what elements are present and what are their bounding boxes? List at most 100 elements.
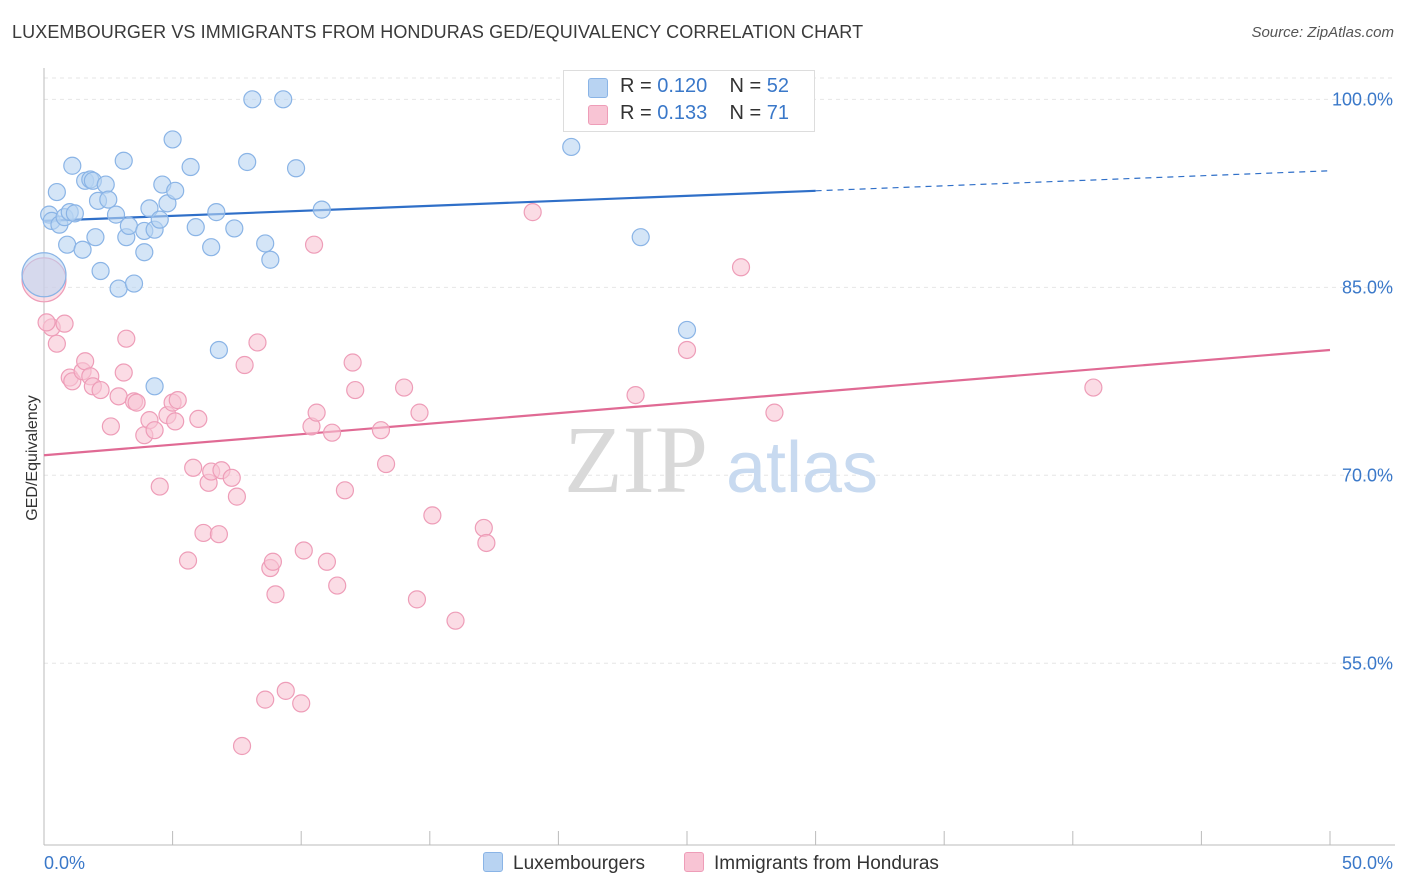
data-point-honduras xyxy=(294,541,313,560)
data-point-honduras xyxy=(407,590,427,609)
data-point-luxembourgers xyxy=(96,175,115,194)
data-point-luxembourgers xyxy=(119,216,138,236)
data-point-honduras xyxy=(178,551,198,570)
data-point-honduras xyxy=(477,533,496,553)
data-point-honduras xyxy=(256,690,275,709)
data-point-honduras xyxy=(248,333,267,352)
y-tick-label: 55.0% xyxy=(1342,653,1393,673)
data-point-honduras xyxy=(410,403,429,422)
legend-r-value-2: 0.133 xyxy=(657,102,708,124)
legend-r-label: R = xyxy=(620,102,652,124)
y-tick-label: 85.0% xyxy=(1342,277,1393,297)
data-point-honduras xyxy=(423,506,442,525)
series-honduras-points xyxy=(21,90,1103,756)
data-point-honduras xyxy=(235,355,254,375)
trend-line-dashed xyxy=(815,170,1331,192)
data-point-luxembourgers xyxy=(145,377,164,396)
data-point-honduras xyxy=(101,417,120,436)
data-point-honduras xyxy=(37,313,56,332)
data-point-honduras xyxy=(371,421,391,440)
data-point-luxembourgers xyxy=(225,219,244,238)
data-point-luxembourgers xyxy=(86,228,105,247)
trend-line-solid xyxy=(43,348,1331,457)
legend-n-label: N = xyxy=(729,102,762,124)
data-point-honduras xyxy=(55,314,74,333)
data-point-luxembourgers xyxy=(114,151,133,170)
series-luxembourgers-points xyxy=(21,90,697,396)
data-point-luxembourgers xyxy=(207,203,226,222)
bottom-legend-swatch-pink xyxy=(684,852,704,872)
data-point-luxembourgers xyxy=(47,182,66,202)
data-point-luxembourgers xyxy=(140,199,159,218)
y-tick-label: 70.0% xyxy=(1342,465,1393,485)
data-point-luxembourgers xyxy=(124,274,144,293)
data-point-honduras xyxy=(109,387,128,406)
data-point-honduras xyxy=(376,454,396,474)
data-point-honduras xyxy=(76,352,95,371)
data-point-luxembourgers xyxy=(106,205,126,224)
data-point-honduras xyxy=(335,481,355,500)
data-point-luxembourgers xyxy=(631,228,650,247)
data-point-luxembourgers xyxy=(21,252,67,298)
bottom-legend-label-1: Luxembourgers xyxy=(513,853,646,874)
data-point-honduras xyxy=(117,329,136,348)
data-point-honduras xyxy=(343,353,362,372)
bottom-legend-swatch-blue xyxy=(483,852,503,872)
data-point-luxembourgers xyxy=(166,181,185,200)
data-point-honduras xyxy=(145,421,164,440)
data-point-honduras xyxy=(322,423,342,442)
data-point-luxembourgers xyxy=(63,156,82,175)
data-point-luxembourgers xyxy=(109,279,128,298)
data-point-luxembourgers xyxy=(312,200,331,219)
legend-swatch-pink xyxy=(588,105,608,125)
data-point-luxembourgers xyxy=(677,320,697,340)
data-point-honduras xyxy=(523,203,542,222)
data-point-honduras xyxy=(166,412,185,431)
data-point-honduras xyxy=(328,576,347,595)
data-point-honduras xyxy=(677,340,697,360)
data-point-honduras xyxy=(150,477,169,496)
y-tick-label: 100.0% xyxy=(1332,89,1393,109)
trend-line-solid xyxy=(43,189,816,222)
data-point-luxembourgers xyxy=(99,190,118,209)
data-point-luxembourgers xyxy=(286,159,306,178)
data-point-luxembourgers xyxy=(73,240,92,259)
data-point-honduras xyxy=(266,585,285,604)
data-point-luxembourgers xyxy=(150,210,169,229)
source-credit: Source: ZipAtlas.com xyxy=(1251,24,1394,41)
data-point-honduras xyxy=(765,403,784,422)
data-point-luxembourgers xyxy=(58,235,77,254)
data-point-honduras xyxy=(194,523,213,543)
stats-legend: R = 0.120 N = 52 R = 0.133 N = 71 xyxy=(563,70,815,132)
legend-r-label: R = xyxy=(620,75,652,97)
bottom-legend-label-2: Immigrants from Honduras xyxy=(714,853,939,874)
axes xyxy=(43,68,1395,846)
data-point-luxembourgers xyxy=(243,90,262,109)
legend-swatch-blue xyxy=(588,78,608,98)
data-point-luxembourgers xyxy=(163,130,182,149)
data-point-luxembourgers xyxy=(562,137,581,157)
bottom-legend-honduras: Immigrants from Honduras xyxy=(684,852,939,875)
data-point-honduras xyxy=(474,518,493,538)
data-point-honduras xyxy=(307,403,326,422)
data-point-honduras xyxy=(446,611,465,630)
data-point-honduras xyxy=(346,380,365,400)
data-point-honduras xyxy=(47,334,66,353)
data-point-honduras xyxy=(317,552,337,571)
data-point-luxembourgers xyxy=(65,204,84,223)
data-point-honduras xyxy=(394,378,414,397)
data-point-honduras xyxy=(209,525,228,544)
data-point-honduras xyxy=(276,681,295,700)
data-point-luxembourgers xyxy=(274,90,293,109)
data-point-honduras xyxy=(232,736,252,756)
legend-r-value-1: 0.120 xyxy=(657,75,708,97)
watermark-zip: ZIP xyxy=(564,406,708,513)
data-point-luxembourgers xyxy=(181,157,200,177)
data-point-luxembourgers xyxy=(135,243,154,262)
data-point-honduras xyxy=(189,409,208,429)
data-point-honduras xyxy=(91,380,110,400)
data-point-honduras xyxy=(168,391,187,410)
data-point-honduras xyxy=(304,235,324,254)
data-point-honduras xyxy=(222,468,241,487)
